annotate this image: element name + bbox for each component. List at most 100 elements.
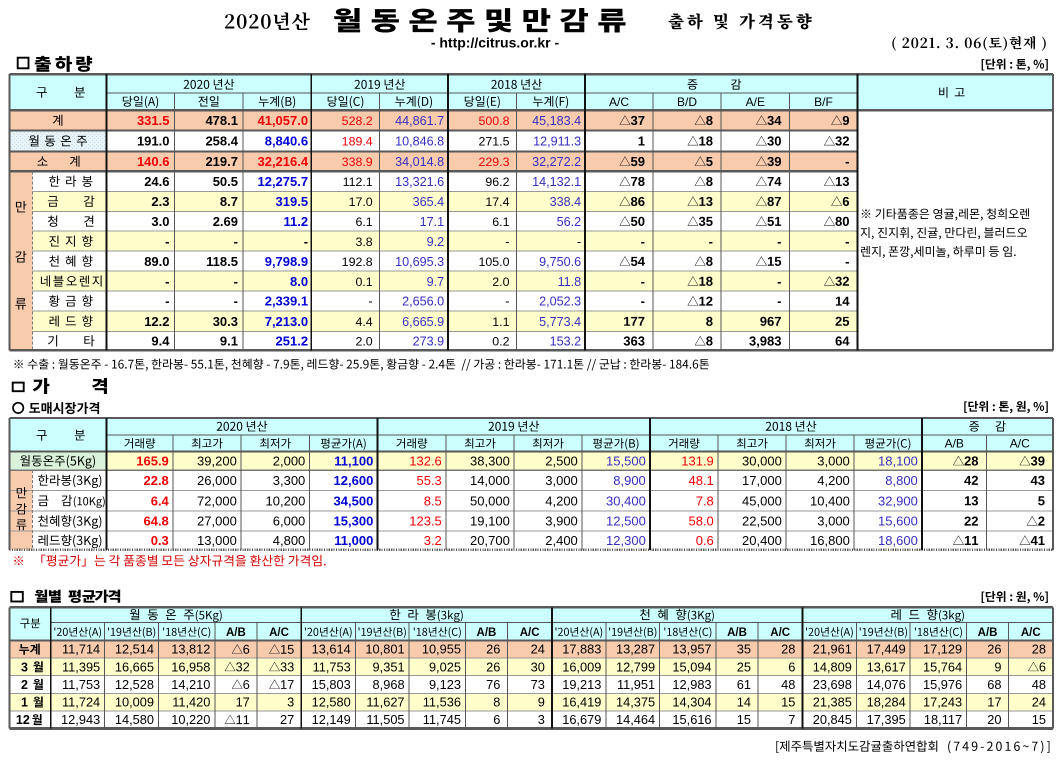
- svg-text:4.4: 4.4: [355, 315, 372, 329]
- svg-text:8,968: 8,968: [373, 677, 405, 692]
- svg-text:39,200: 39,200: [197, 453, 237, 468]
- svg-text:2,339.1: 2,339.1: [265, 294, 308, 309]
- svg-text:6: 6: [788, 659, 795, 674]
- svg-text:2.3: 2.3: [151, 194, 169, 209]
- svg-text:-: -: [777, 234, 781, 249]
- svg-text:16,800: 16,800: [810, 533, 850, 548]
- svg-text:112.1: 112.1: [343, 175, 373, 189]
- svg-text:229.3: 229.3: [478, 155, 509, 169]
- svg-text:11,951: 11,951: [617, 677, 655, 692]
- svg-text:A/C: A/C: [520, 627, 540, 639]
- svg-text:2,000: 2,000: [273, 453, 306, 468]
- svg-text:19,213: 19,213: [562, 677, 601, 692]
- svg-text:A/C: A/C: [269, 627, 289, 639]
- svg-text:10,801: 10,801: [365, 642, 404, 657]
- svg-text:528.2: 528.2: [342, 114, 373, 128]
- svg-text:0.3: 0.3: [151, 533, 169, 548]
- svg-text:24.6: 24.6: [144, 174, 169, 189]
- svg-text:-: -: [641, 234, 645, 249]
- svg-text:6: 6: [493, 712, 500, 727]
- svg-text:3: 3: [21, 660, 28, 674]
- svg-text:10,009: 10,009: [115, 695, 154, 710]
- svg-text:27,000: 27,000: [197, 514, 237, 529]
- svg-text:14,464: 14,464: [616, 712, 655, 727]
- svg-text:123.5: 123.5: [409, 514, 442, 529]
- svg-text:9: 9: [994, 659, 1001, 674]
- svg-text:26: 26: [486, 642, 500, 657]
- svg-text:12,580: 12,580: [312, 695, 351, 710]
- svg-text:6,000: 6,000: [273, 514, 306, 529]
- svg-text:192.8: 192.8: [342, 255, 373, 269]
- svg-text:15,500: 15,500: [606, 453, 646, 468]
- svg-text:17.0: 17.0: [349, 195, 373, 209]
- svg-text:15: 15: [781, 695, 795, 710]
- svg-text:56.2: 56.2: [557, 215, 582, 229]
- svg-text:A/B: A/B: [226, 627, 246, 639]
- svg-text:189.4: 189.4: [342, 135, 373, 149]
- svg-text:14,210: 14,210: [171, 677, 210, 692]
- svg-text:9,750.6: 9,750.6: [539, 255, 581, 269]
- svg-text:3.8: 3.8: [355, 235, 372, 249]
- svg-text:20,845: 20,845: [813, 712, 852, 727]
- svg-text:11.8: 11.8: [558, 275, 582, 289]
- svg-text:11,420: 11,420: [172, 695, 210, 710]
- svg-text:50,000: 50,000: [470, 493, 510, 508]
- svg-text:11,100: 11,100: [334, 453, 373, 468]
- svg-text:58.0: 58.0: [688, 514, 713, 529]
- svg-text:11,536: 11,536: [423, 695, 461, 710]
- svg-text:6,665.9: 6,665.9: [402, 315, 444, 329]
- svg-text:A/C: A/C: [1010, 437, 1030, 451]
- svg-text:76: 76: [486, 677, 500, 692]
- svg-text:10,400: 10,400: [810, 493, 850, 508]
- svg-text:3,900: 3,900: [545, 514, 578, 529]
- svg-text:3: 3: [538, 712, 545, 727]
- svg-text:13,321.6: 13,321.6: [395, 175, 444, 189]
- svg-text:251.2: 251.2: [276, 334, 309, 349]
- svg-text:4,800: 4,800: [273, 533, 306, 548]
- svg-text:26,000: 26,000: [197, 473, 237, 488]
- svg-text:17,129: 17,129: [923, 642, 962, 657]
- svg-text:12,799: 12,799: [616, 659, 655, 674]
- svg-text:34,500: 34,500: [334, 493, 374, 508]
- svg-text:12,300: 12,300: [606, 533, 646, 548]
- svg-text:5,773.4: 5,773.4: [539, 315, 581, 329]
- svg-text:8.5: 8.5: [424, 493, 442, 508]
- svg-text:12,943: 12,943: [61, 712, 100, 727]
- svg-text:30,400: 30,400: [606, 493, 646, 508]
- svg-text:26: 26: [486, 659, 500, 674]
- svg-text:18,600: 18,600: [878, 533, 918, 548]
- svg-text:2,052.3: 2,052.3: [539, 295, 581, 309]
- svg-text:4,200: 4,200: [817, 473, 850, 488]
- svg-text:15: 15: [737, 712, 751, 727]
- svg-text:32,272.2: 32,272.2: [532, 155, 581, 169]
- svg-text:14: 14: [737, 695, 751, 710]
- svg-text:61: 61: [737, 677, 751, 692]
- svg-text:13,812: 13,812: [171, 642, 210, 657]
- svg-text:11,745: 11,745: [423, 712, 461, 727]
- svg-text:11,714: 11,714: [62, 642, 100, 657]
- svg-text:2,500: 2,500: [545, 453, 578, 468]
- svg-text:10,200: 10,200: [266, 493, 306, 508]
- svg-text:9: 9: [538, 695, 545, 710]
- svg-text:191.0: 191.0: [137, 134, 170, 149]
- svg-text:-: -: [577, 234, 581, 249]
- svg-text:-: -: [845, 234, 849, 249]
- svg-text:17,449: 17,449: [867, 642, 906, 657]
- svg-text:A/B: A/B: [727, 627, 747, 639]
- svg-text:30: 30: [531, 659, 545, 674]
- svg-text:28: 28: [1032, 642, 1046, 657]
- svg-text:50.5: 50.5: [213, 174, 238, 189]
- svg-text:3,300: 3,300: [273, 473, 306, 488]
- svg-text:15,976: 15,976: [923, 677, 962, 692]
- svg-text:10,955: 10,955: [422, 642, 461, 657]
- svg-text:0.2: 0.2: [492, 335, 509, 349]
- svg-text:24: 24: [1032, 695, 1046, 710]
- svg-text:-: -: [234, 274, 238, 289]
- svg-text:9.7: 9.7: [427, 275, 445, 289]
- svg-text:14,375: 14,375: [616, 695, 655, 710]
- svg-text:A/E: A/E: [746, 95, 765, 109]
- svg-text:-: -: [777, 274, 781, 289]
- svg-text:14,809: 14,809: [813, 659, 852, 674]
- svg-text:16,958: 16,958: [171, 659, 210, 674]
- svg-text:30.3: 30.3: [213, 314, 238, 329]
